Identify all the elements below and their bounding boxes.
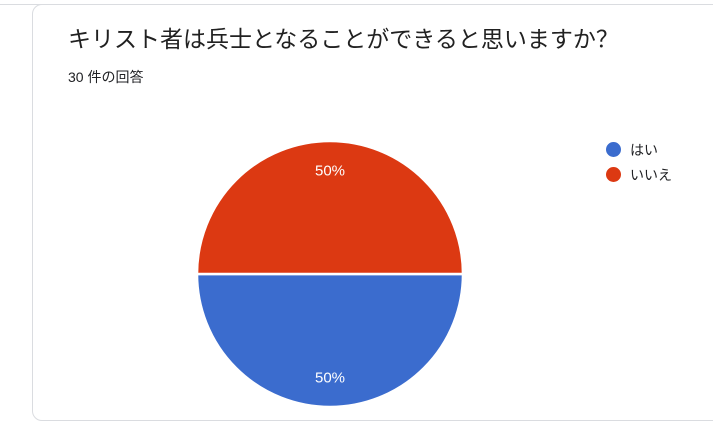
legend-label: いいえ: [630, 166, 672, 183]
legend-color-dot: [606, 167, 621, 182]
question-title: キリスト者は兵士となることができると思いますか？: [68, 26, 619, 52]
legend-item-1: いいえ: [606, 165, 672, 184]
chart-legend: はい いいえ: [606, 140, 672, 184]
pie-slice-1[interactable]: [195, 139, 465, 276]
pie-slice-percent-label: 50%: [315, 162, 345, 179]
pie-slice-0[interactable]: [195, 272, 465, 409]
legend-label: はい: [630, 141, 658, 158]
pie-slice-percent-label: 50%: [315, 370, 345, 387]
legend-color-dot: [606, 142, 621, 157]
legend-item-0: はい: [606, 140, 672, 159]
response-count: 30 件の回答: [68, 69, 144, 85]
